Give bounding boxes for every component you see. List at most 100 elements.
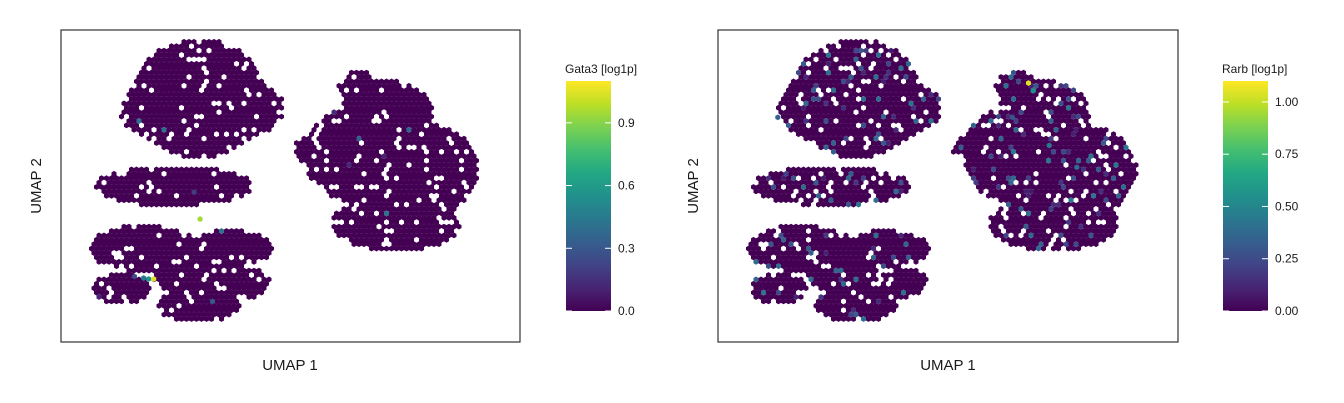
hexbin-cell bbox=[875, 131, 882, 138]
hexbin-cell bbox=[1070, 87, 1077, 94]
plot-frame bbox=[60, 29, 521, 343]
hexbin-cell bbox=[860, 69, 867, 76]
hexbin-cell bbox=[823, 118, 829, 124]
hexbin-cell bbox=[1028, 188, 1034, 195]
hexbin-cell bbox=[910, 104, 917, 111]
hexbin-cell bbox=[828, 197, 834, 204]
hexbin-cell bbox=[860, 96, 867, 102]
hexbin-cell bbox=[873, 197, 879, 204]
hexbin-cell bbox=[823, 250, 829, 256]
hexbin-cell bbox=[810, 96, 817, 102]
hexbin-cell bbox=[1058, 82, 1064, 89]
hexbin-cell bbox=[803, 100, 809, 107]
hexbin-cell bbox=[800, 60, 807, 67]
hexbin-cell bbox=[853, 56, 859, 63]
hexbin-cell bbox=[998, 135, 1004, 142]
y-axis-title: UMAP 2 bbox=[28, 158, 45, 214]
hexbin-cell bbox=[1070, 131, 1077, 138]
hexbin-cell bbox=[970, 166, 977, 173]
hexbin-cell bbox=[845, 78, 852, 85]
hexbin-cell bbox=[825, 60, 832, 67]
hexbin-cell bbox=[1018, 206, 1024, 212]
hexbin-cell bbox=[973, 179, 979, 186]
hexbin-cell bbox=[1050, 148, 1057, 155]
hexbin-cell bbox=[995, 113, 1002, 120]
hexbin-cell bbox=[1023, 223, 1029, 230]
panel-rarb: UMAP 1 UMAP 2 Rarb [log1p] 0.000.250.500… bbox=[685, 29, 1299, 374]
hexbin-cell bbox=[990, 166, 997, 173]
hexbin-cell bbox=[903, 241, 909, 248]
hexbin-cell bbox=[1095, 210, 1102, 217]
hexbin-cell bbox=[1020, 131, 1027, 138]
hexbin-cell bbox=[790, 175, 797, 182]
hexbin-cell bbox=[1005, 201, 1012, 208]
hexbin-cell bbox=[875, 298, 882, 305]
colorbar bbox=[1223, 81, 1268, 311]
hexbin-cell bbox=[850, 307, 857, 314]
hexbin-cell bbox=[838, 267, 844, 274]
hexbin-cell bbox=[1060, 148, 1067, 155]
hexbin-cell bbox=[1010, 69, 1017, 76]
hexbin-cell bbox=[1033, 82, 1039, 89]
hexbin-cell bbox=[875, 96, 882, 102]
hexbin-cell bbox=[838, 276, 844, 283]
hexbin-cell bbox=[905, 60, 912, 67]
colorbar-tick-label: 0.75 bbox=[1275, 147, 1299, 161]
hexbin-cell bbox=[1058, 179, 1064, 186]
hexbin-cell bbox=[1058, 232, 1064, 239]
hexbin-layer-rarb bbox=[745, 38, 1139, 322]
hexbin-cell bbox=[780, 236, 787, 243]
hexbin-cell bbox=[813, 179, 819, 186]
hexbin-cell bbox=[815, 96, 822, 102]
hexbin-cell bbox=[1010, 148, 1017, 155]
hexbin-cell bbox=[853, 276, 859, 283]
hexbin-cell bbox=[770, 184, 777, 190]
hexbin-cell bbox=[96, 294, 102, 300]
hexbin-cell bbox=[825, 52, 832, 58]
hexbin-cell bbox=[885, 140, 892, 146]
hexbin-cell bbox=[970, 175, 977, 182]
hexbin-cell bbox=[818, 294, 824, 300]
panel-gata3: UMAP 1 UMAP 2 Gata3 [log1p] 0.0 0.3 0.6 0.9 bbox=[28, 29, 637, 374]
hexbin-cell bbox=[880, 140, 887, 146]
hexbin-cell bbox=[1068, 197, 1074, 204]
hexbin-cell bbox=[783, 170, 789, 177]
hexbin-cell bbox=[1080, 166, 1087, 173]
colorbar-tick-label: 0.0 bbox=[618, 304, 635, 318]
hexbin-cell bbox=[810, 87, 817, 94]
hexbin-cell bbox=[1023, 188, 1029, 195]
hexbin-cell bbox=[1010, 96, 1017, 102]
hexbin-cell bbox=[873, 232, 879, 239]
hexbin-cell bbox=[803, 118, 809, 124]
hexbin-cell bbox=[893, 188, 899, 195]
hexbin-cell bbox=[1070, 113, 1077, 120]
colorbar-tick-label: 1.00 bbox=[1275, 95, 1299, 109]
colorbar-tick-label: 0.3 bbox=[618, 241, 635, 255]
hexbin-cell bbox=[785, 122, 792, 129]
hexbin-cell bbox=[1038, 241, 1044, 248]
hexbin-cell bbox=[1058, 100, 1064, 107]
hexbin-cell bbox=[1005, 113, 1012, 120]
hexbin-cell bbox=[1098, 188, 1104, 195]
hexbin-cell bbox=[1060, 157, 1067, 164]
plot-frame bbox=[717, 29, 1179, 343]
hexbin-cell bbox=[913, 118, 919, 124]
hexbin-cell bbox=[845, 175, 852, 182]
hexbin-cell bbox=[830, 87, 837, 94]
hexbin-cell bbox=[885, 60, 892, 67]
hexbin-cell bbox=[1123, 144, 1129, 151]
hexbin-cell bbox=[888, 47, 894, 54]
hexbin-cell bbox=[890, 254, 897, 261]
hexbin-cell bbox=[1120, 184, 1127, 190]
hexbin-cell bbox=[1070, 175, 1077, 182]
hexbin-cell bbox=[995, 122, 1002, 129]
hexbin-cell bbox=[1013, 118, 1019, 124]
hexbin-cell bbox=[800, 184, 807, 190]
hexbin-cell bbox=[331, 109, 337, 116]
hexbin-cell bbox=[808, 276, 814, 283]
hexbin-cell bbox=[136, 118, 142, 124]
hexbin-cell bbox=[795, 69, 802, 76]
colorbar bbox=[566, 81, 611, 311]
hexbin-cell bbox=[161, 126, 167, 133]
